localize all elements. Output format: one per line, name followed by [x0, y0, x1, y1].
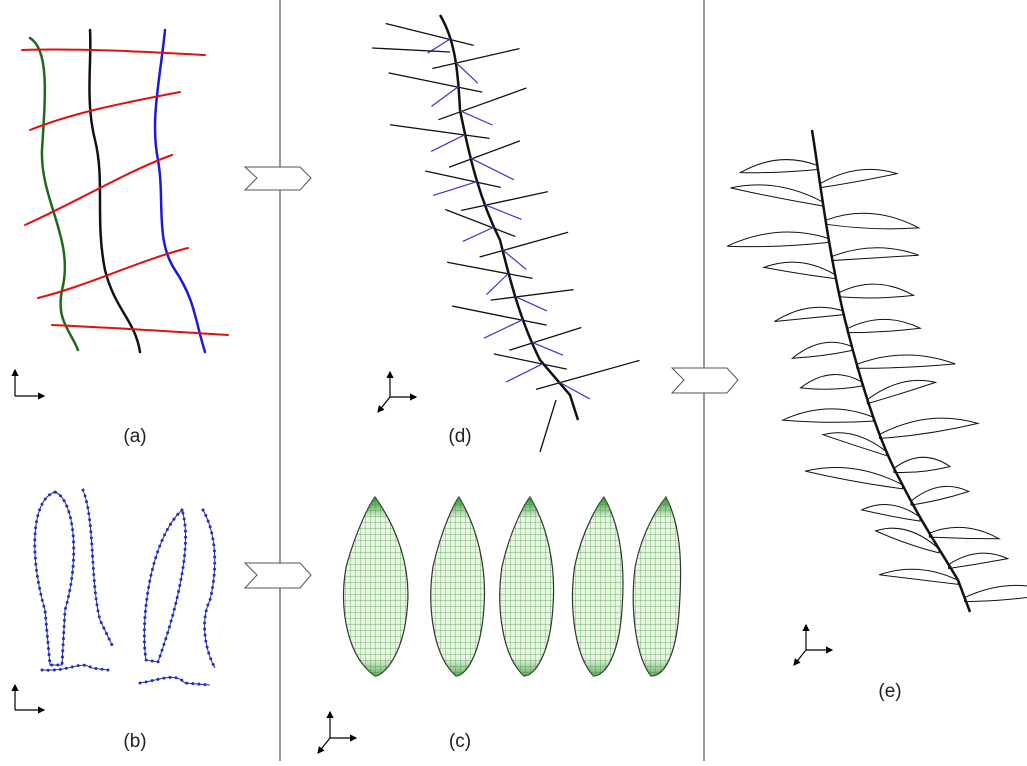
branch-link — [506, 364, 543, 382]
leaf — [826, 213, 919, 229]
panel-a-drawing — [22, 30, 228, 352]
branch-link — [431, 135, 465, 152]
axis-icon — [378, 372, 416, 412]
leaf — [949, 553, 1008, 568]
branch-link — [559, 382, 590, 399]
leaf — [867, 380, 935, 403]
leaf — [929, 527, 999, 538]
branch-link — [487, 273, 509, 294]
leaf — [731, 185, 823, 206]
leaf — [823, 433, 886, 456]
leaf — [857, 355, 956, 368]
leaf — [879, 418, 977, 438]
leaf — [740, 160, 817, 173]
branch — [449, 141, 520, 167]
leaf — [774, 307, 842, 321]
branch — [494, 354, 567, 369]
branch — [491, 290, 574, 300]
leaf — [832, 248, 919, 261]
leaf — [879, 569, 958, 584]
branch — [445, 209, 515, 236]
chevron-arrow — [245, 563, 311, 588]
branch — [390, 125, 490, 139]
chevron-arrow — [245, 167, 311, 190]
leaf — [894, 457, 950, 472]
leaf — [805, 467, 902, 488]
panel-label: (e) — [878, 681, 901, 702]
branch-link — [431, 87, 458, 107]
leaf — [764, 262, 835, 279]
branch — [372, 48, 450, 52]
leaf — [783, 409, 873, 422]
branch — [389, 73, 483, 92]
branch — [509, 327, 581, 350]
panel-b-points — [35, 490, 215, 685]
leaf — [801, 374, 862, 389]
branch-link — [460, 111, 492, 125]
panel-label: (b) — [123, 731, 146, 752]
leaf — [965, 585, 1027, 601]
leaf — [847, 319, 920, 332]
branch-link — [433, 182, 477, 196]
leaf — [839, 284, 914, 298]
leaf — [792, 342, 851, 358]
branch-link — [463, 227, 494, 241]
chevron-arrow — [672, 368, 738, 393]
axis-icon — [15, 685, 44, 710]
leaf — [862, 505, 920, 522]
branch — [425, 171, 501, 187]
panel-c-drawing — [344, 497, 681, 676]
branch — [461, 192, 548, 211]
panel-label: (a) — [123, 426, 146, 447]
branch-link — [484, 320, 523, 339]
leaf — [727, 232, 828, 247]
leaf — [911, 486, 969, 505]
leaf — [820, 169, 897, 187]
branch — [540, 400, 556, 452]
branch-link — [471, 158, 514, 180]
panel-d-drawing — [372, 15, 639, 452]
branch — [452, 306, 546, 325]
panel-e-drawing — [727, 130, 1027, 612]
axis-icon — [318, 712, 356, 753]
branch — [480, 232, 569, 257]
branch — [386, 23, 474, 45]
axis-icon — [794, 625, 832, 665]
panel-label: (d) — [448, 426, 471, 447]
panel-label: (c) — [449, 731, 471, 752]
axis-icon — [15, 370, 44, 396]
branch — [438, 88, 526, 120]
figure: (a) (b) (d) (c) (e) — [0, 0, 1027, 761]
